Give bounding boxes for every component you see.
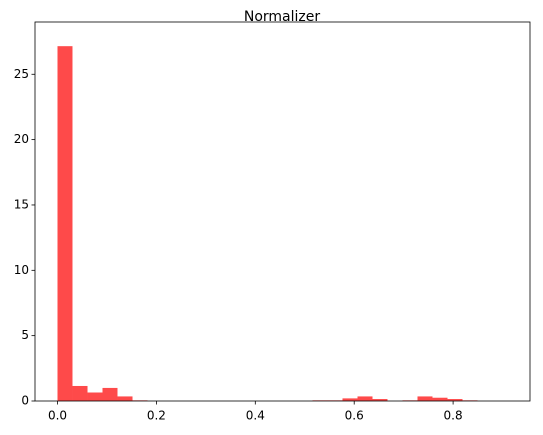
bar xyxy=(447,399,463,401)
bar xyxy=(432,397,448,401)
x-tick-label: 0.4 xyxy=(246,409,265,423)
bar xyxy=(57,46,73,402)
bar xyxy=(417,396,433,401)
plot-frame xyxy=(34,21,531,402)
bar xyxy=(87,392,103,401)
x-tick-label: 0.0 xyxy=(48,409,67,423)
bar xyxy=(102,387,118,401)
x-tick-label: 0.8 xyxy=(444,409,463,423)
bar xyxy=(342,398,358,401)
x-tick-label: 0.2 xyxy=(147,409,166,423)
bar xyxy=(357,396,373,401)
y-tick-label: 5 xyxy=(21,328,29,342)
x-tick-label: 0.6 xyxy=(345,409,364,423)
y-tick-label: 20 xyxy=(14,132,29,146)
y-tick-label: 10 xyxy=(14,263,29,277)
bar xyxy=(72,385,88,401)
y-tick-label: 0 xyxy=(21,394,29,408)
chart-title: Normalizer xyxy=(244,9,321,25)
y-tick-label: 25 xyxy=(14,67,29,81)
bar xyxy=(117,396,133,401)
y-tick-label: 15 xyxy=(14,197,29,211)
bar xyxy=(372,399,388,401)
